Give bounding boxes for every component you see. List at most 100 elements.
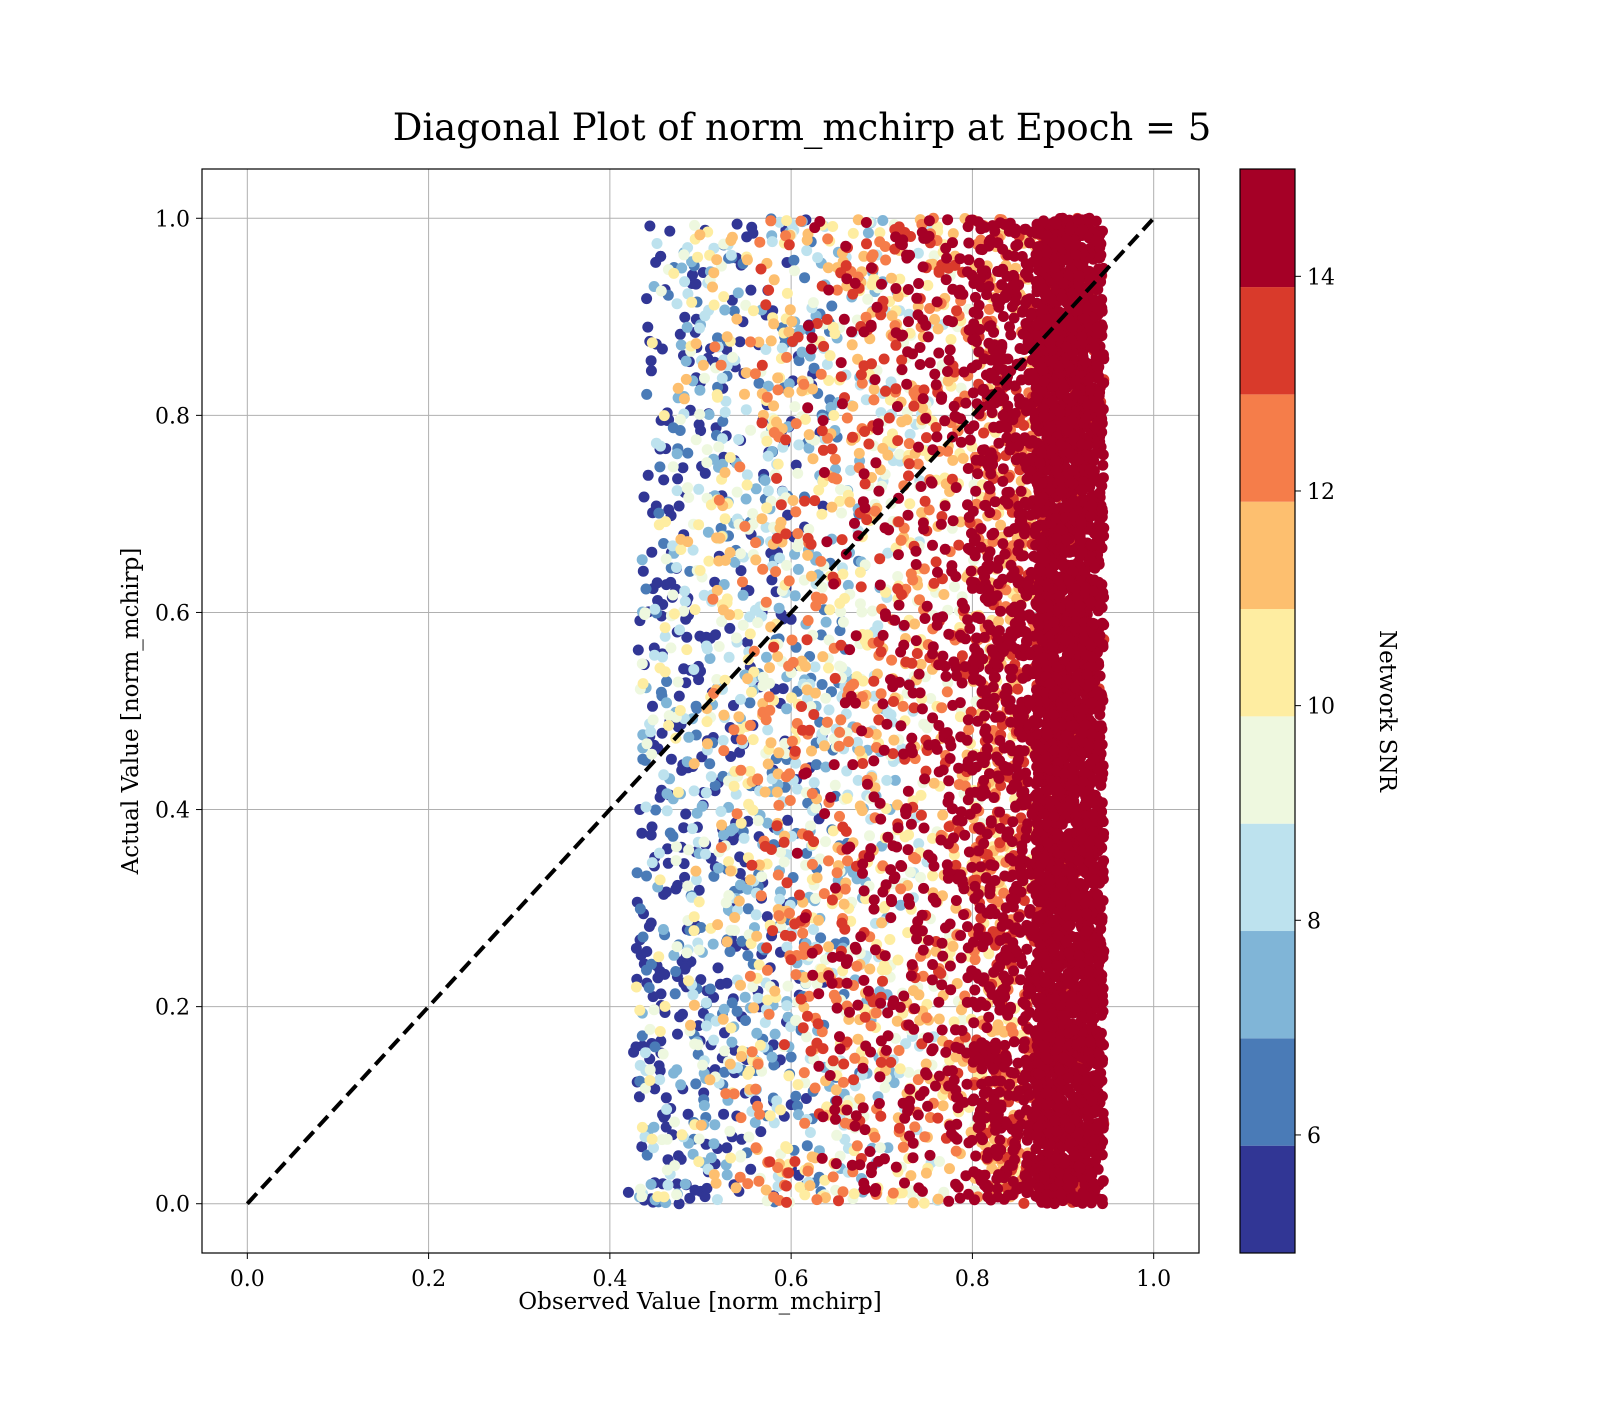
scatter-point-271 xyxy=(745,285,756,296)
scatter-point-1867 xyxy=(742,1069,753,1080)
scatter-point-1457 xyxy=(673,677,684,688)
scatter-point-119 xyxy=(745,1164,756,1175)
scatter-point-1616 xyxy=(644,1075,655,1086)
scatter-point-842 xyxy=(821,617,832,628)
scatter-point-3680 xyxy=(801,767,812,778)
scatter-point-255 xyxy=(755,1126,766,1137)
scatter-point-2102 xyxy=(675,534,686,545)
scatter-point-3659 xyxy=(817,1153,828,1164)
scatter-point-1332 xyxy=(701,457,712,468)
scatter-point-2435 xyxy=(754,237,765,248)
scatter-point-1907 xyxy=(726,1023,737,1034)
scatter-point-1585 xyxy=(638,678,649,689)
scatter-point-796 xyxy=(713,863,724,874)
scatter-point-3159 xyxy=(884,413,895,424)
scatter-point-2838 xyxy=(764,705,775,716)
scatter-point-1728 xyxy=(673,787,684,798)
scatter-point-327 xyxy=(623,1187,634,1198)
scatter-point-4732 xyxy=(881,719,892,730)
scatter-point-4335 xyxy=(944,355,955,366)
scatter-point-2731 xyxy=(773,910,784,921)
scatter-point-3581 xyxy=(792,848,803,859)
scatter-point-2204 xyxy=(788,495,799,506)
scatter-point-2054 xyxy=(938,1100,949,1111)
scatter-point-2510 xyxy=(815,556,826,567)
scatter-point-617 xyxy=(760,475,771,486)
scatter-point-4230 xyxy=(901,379,912,390)
scatter-point-1157 xyxy=(732,487,743,498)
scatter-point-37 xyxy=(661,1092,672,1103)
scatter-point-338 xyxy=(663,504,674,515)
scatter-point-1570 xyxy=(927,870,938,881)
scatter-point-3588 xyxy=(860,1124,871,1135)
scatter-point-1865 xyxy=(813,485,824,496)
scatter-point-4981 xyxy=(859,885,870,896)
scatter-point-2529 xyxy=(716,842,727,853)
scatter-point-1697 xyxy=(720,513,731,524)
scatter-point-1057 xyxy=(701,1020,712,1031)
scatter-point-1025 xyxy=(663,1180,674,1191)
scatter-point-1200 xyxy=(645,1064,656,1075)
scatter-point-2834 xyxy=(773,384,784,395)
scatter-point-4006 xyxy=(930,739,941,750)
scatter-point-4423 xyxy=(875,580,886,591)
scatter-point-298 xyxy=(690,1185,701,1196)
scatter-point-240 xyxy=(666,754,677,765)
scatter-point-1918 xyxy=(773,459,784,470)
scatter-point-1823 xyxy=(668,268,679,279)
scatter-point-4936 xyxy=(926,476,937,487)
scatter-point-3518 xyxy=(875,998,886,1009)
scatter-point-2045 xyxy=(696,1120,707,1131)
scatter-point-1917 xyxy=(842,793,853,804)
scatter-point-2460 xyxy=(735,765,746,776)
scatter-point-2672 xyxy=(811,1194,822,1205)
scatter-point-2499 xyxy=(834,811,845,822)
scatter-point-3315 xyxy=(904,458,915,469)
scatter-point-3324 xyxy=(906,658,917,669)
scatter-point-3368 xyxy=(796,701,807,712)
scatter-point-1022 xyxy=(694,323,705,334)
scatter-point-3344 xyxy=(908,401,919,412)
scatter-point-2538 xyxy=(810,1083,821,1094)
scatter-point-3529 xyxy=(807,948,818,959)
scatter-point-2079 xyxy=(908,1197,919,1208)
scatter-point-1734 xyxy=(660,1001,671,1012)
scatter-point-4027 xyxy=(915,342,926,353)
scatter-point-1147 xyxy=(781,560,792,571)
scatter-point-3480 xyxy=(943,775,954,786)
scatter-point-2522 xyxy=(894,1045,905,1056)
scatter-point-3029 xyxy=(890,340,901,351)
scatter-point-177 xyxy=(641,946,652,957)
scatter-point-2243 xyxy=(823,262,834,273)
scatter-point-1639 xyxy=(689,911,700,922)
scatter-point-1794 xyxy=(659,410,670,421)
scatter-point-1727 xyxy=(828,410,839,421)
scatter-point-2060 xyxy=(735,980,746,991)
scatter-point-2258 xyxy=(888,735,899,746)
scatter-point-1992 xyxy=(722,936,733,947)
scatter-point-3853 xyxy=(878,630,889,641)
scatter-point-3492 xyxy=(807,332,818,343)
scatter-point-1569 xyxy=(904,498,915,509)
scatter-point-3354 xyxy=(890,383,901,394)
scatter-point-2051 xyxy=(802,235,813,246)
scatter-point-1429 xyxy=(699,837,710,848)
scatter-point-242 xyxy=(673,1150,684,1161)
scatter-point-2065 xyxy=(806,746,817,757)
scatter-point-3445 xyxy=(852,1000,863,1011)
scatter-point-2972 xyxy=(763,285,774,296)
scatter-point-2209 xyxy=(729,912,740,923)
scatter-point-2741 xyxy=(829,990,840,1001)
scatter-point-2944 xyxy=(856,369,867,380)
scatter-point-2587 xyxy=(803,1166,814,1177)
scatter-point-2217 xyxy=(802,684,813,695)
scatter-point-640 xyxy=(863,227,874,238)
scatter-point-336 xyxy=(678,663,689,674)
scatter-point-641 xyxy=(675,1079,686,1090)
scatter-point-2330 xyxy=(812,872,823,883)
scatter-point-4155 xyxy=(821,536,832,547)
scatter-point-2010 xyxy=(742,254,753,265)
scatter-point-2820 xyxy=(751,1142,762,1153)
scatter-point-1515 xyxy=(660,622,671,633)
scatter-point-1878 xyxy=(946,334,957,345)
